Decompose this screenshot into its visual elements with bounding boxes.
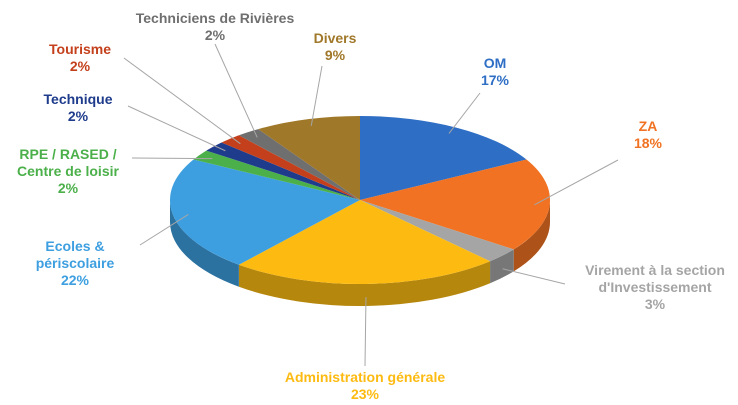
- slice: [238, 200, 491, 285]
- slice: [193, 150, 360, 200]
- value-label: 22%: [60, 272, 90, 288]
- category-label: Divers: [313, 30, 357, 46]
- slice: [170, 159, 360, 265]
- category-label: Administration générale: [284, 369, 446, 385]
- value-label: 23%: [350, 386, 380, 402]
- slice-label: Virement à la section d'Investissement 3%: [560, 262, 738, 313]
- category-label: RPE / RASED / Centre de loisir: [17, 146, 119, 179]
- slice-label: Administration générale 23%: [255, 369, 475, 403]
- slice-label: Techniciens de Rivières 2%: [115, 10, 315, 44]
- leader-line: [364, 297, 367, 367]
- value-label: 9%: [324, 47, 346, 63]
- category-label: Tourisme: [49, 41, 111, 57]
- slice-label: Ecoles & périscolaire 22%: [20, 238, 130, 289]
- slice-side: [170, 200, 239, 287]
- slice-side: [490, 249, 514, 284]
- value-label: 2%: [69, 58, 91, 74]
- slice-label: Tourisme 2%: [30, 41, 130, 75]
- category-label: ZA: [638, 118, 658, 134]
- value-label: 2%: [67, 108, 89, 124]
- category-label: Virement à la section d'Investissement: [585, 262, 725, 295]
- category-label: Ecoles & périscolaire: [35, 238, 115, 271]
- slice-side: [513, 200, 551, 272]
- leader-line: [131, 157, 213, 160]
- leader-line: [534, 159, 619, 206]
- category-label: Techniciens de Rivières: [135, 10, 295, 26]
- slice-side: [238, 261, 491, 307]
- slice: [360, 200, 514, 262]
- slice-label: OM 17%: [465, 55, 525, 89]
- slice: [221, 135, 360, 200]
- leader-line: [310, 65, 323, 126]
- category-label: OM: [483, 55, 507, 71]
- category-label: Technique: [43, 91, 113, 107]
- leader-line: [502, 268, 566, 285]
- value-label: 2%: [204, 27, 226, 43]
- slice: [206, 142, 360, 200]
- leader-line: [214, 43, 258, 138]
- slice-label: Divers 9%: [295, 30, 375, 64]
- slice-label: Technique 2%: [23, 91, 133, 125]
- slice: [360, 116, 527, 200]
- leader-line: [123, 57, 241, 145]
- slice: [238, 129, 360, 200]
- slice: [360, 159, 551, 250]
- leader-line: [127, 105, 226, 152]
- slice: [258, 116, 360, 200]
- value-label: 3%: [644, 296, 666, 312]
- leader-line: [448, 92, 481, 134]
- value-label: 2%: [57, 180, 79, 196]
- value-label: 18%: [633, 135, 663, 151]
- slice-label: ZA 18%: [618, 118, 678, 152]
- slice-label: RPE / RASED / Centre de loisir 2%: [3, 146, 133, 197]
- value-label: 17%: [480, 72, 510, 88]
- leader-line: [139, 214, 189, 246]
